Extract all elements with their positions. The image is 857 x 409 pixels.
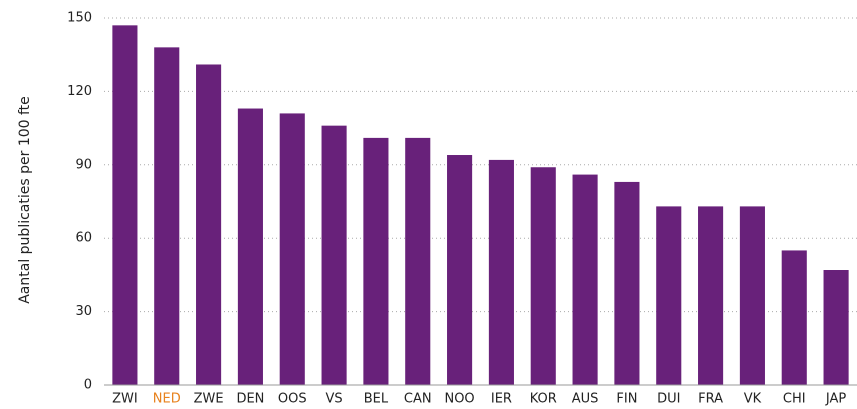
bar xyxy=(154,47,180,386)
x-tick-label: AUS xyxy=(572,392,599,407)
bar xyxy=(823,270,849,385)
x-tick-label: DEN xyxy=(236,392,264,407)
bar xyxy=(698,206,724,385)
bar xyxy=(614,181,640,385)
x-tick-label: OOS xyxy=(278,392,307,407)
x-tick-label: IER xyxy=(491,392,512,407)
bar xyxy=(572,174,598,385)
x-tick-label: BEL xyxy=(364,392,389,407)
y-tick-label: 90 xyxy=(75,157,92,172)
bar xyxy=(447,155,473,385)
x-tick-label: FRA xyxy=(698,392,723,407)
y-tick-label: 120 xyxy=(67,84,92,99)
x-tick-label: NOO xyxy=(444,392,474,407)
bar xyxy=(112,25,138,386)
x-tick-label: CHI xyxy=(783,392,806,407)
x-tick-label: KOR xyxy=(530,392,557,407)
x-tick-label: CAN xyxy=(404,392,432,407)
x-tick-label: NED xyxy=(153,392,181,407)
x-tick-label: ZWE xyxy=(194,392,224,407)
x-tick-label: FIN xyxy=(616,392,637,407)
y-tick-label: 60 xyxy=(75,231,92,246)
x-tick-label: ZWI xyxy=(112,392,138,407)
x-tick-label: JAP xyxy=(825,392,846,407)
bar xyxy=(488,159,514,385)
y-tick-label: 150 xyxy=(67,11,92,26)
bar xyxy=(530,167,556,385)
bar xyxy=(196,64,222,385)
y-tick-label: 0 xyxy=(84,378,92,393)
bar xyxy=(656,206,682,385)
bar xyxy=(739,206,765,385)
y-tick-label: 30 xyxy=(75,304,92,319)
x-tick-label: VK xyxy=(744,392,762,407)
bar xyxy=(363,137,389,385)
y-axis-label: Aantal publicaties per 100 fte xyxy=(17,96,33,304)
x-tick-label: DUI xyxy=(657,392,680,407)
bar xyxy=(781,250,807,385)
bar xyxy=(321,125,347,386)
bar xyxy=(237,108,263,385)
x-tick-label: VS xyxy=(326,392,343,407)
bar xyxy=(279,113,305,386)
bar xyxy=(405,137,431,385)
